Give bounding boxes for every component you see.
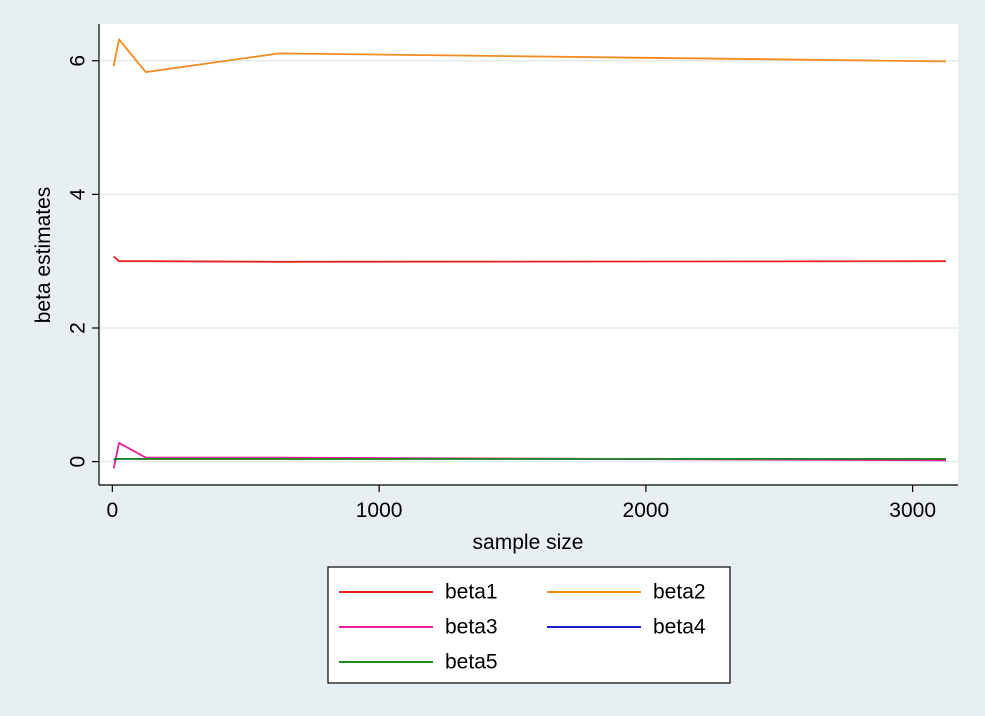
x-tick-label: 3000 xyxy=(889,499,936,522)
x-tick-label: 1000 xyxy=(356,499,403,522)
legend-label-beta5: beta5 xyxy=(445,651,498,674)
series-line-beta2 xyxy=(112,38,947,73)
legend-label-beta3: beta3 xyxy=(445,616,498,639)
y-tick-label: 2 xyxy=(67,322,90,334)
y-tick-label: 4 xyxy=(67,188,90,200)
x-tick-label: 2000 xyxy=(623,499,670,522)
legend-label-beta4: beta4 xyxy=(653,616,706,639)
series-lines xyxy=(112,38,947,469)
legend-label-beta2: beta2 xyxy=(653,581,706,604)
x-axis-title: sample size xyxy=(473,531,584,554)
y-tick-label: 6 xyxy=(67,55,90,67)
axes xyxy=(98,24,958,486)
ticks: 0 2 4 6 0 1000 2000 3000 xyxy=(67,55,937,522)
legend-box xyxy=(327,566,731,684)
legend-label-beta1: beta1 xyxy=(445,581,498,604)
y-axis-title: beta estimates xyxy=(32,187,55,324)
y-tick-label: 0 xyxy=(67,456,90,468)
grid-lines xyxy=(99,60,958,463)
legend: beta1 beta2 beta3 beta4 beta5 xyxy=(327,566,731,684)
x-tick-label: 0 xyxy=(106,499,118,522)
plot-area xyxy=(99,24,958,485)
series-line-beta1 xyxy=(113,255,947,263)
